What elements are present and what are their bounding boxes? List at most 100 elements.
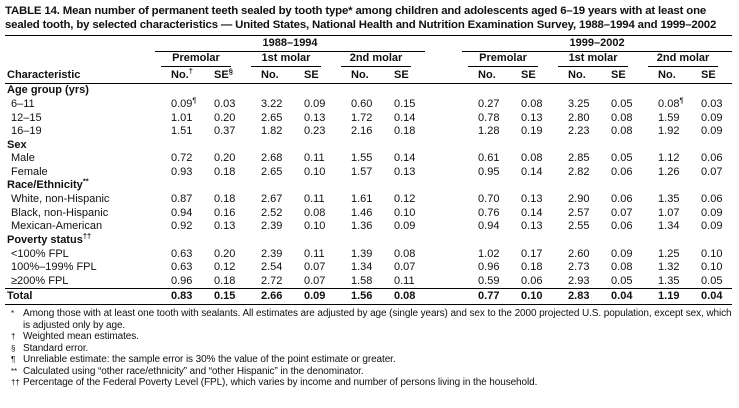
se-column-header: SE bbox=[508, 67, 553, 85]
value-cell: 0.59 bbox=[478, 274, 500, 287]
value-cell: 2.85 bbox=[568, 152, 590, 165]
value-cell: 0.09 bbox=[701, 125, 723, 138]
section-header-sex: Sex bbox=[5, 139, 732, 153]
value-cell: 2.23 bbox=[568, 125, 590, 138]
value-cell: 1.46 bbox=[351, 206, 373, 219]
value-cell: 1.07 bbox=[658, 206, 680, 219]
value-cell: 0.07 bbox=[701, 165, 723, 178]
empty-cell bbox=[5, 36, 155, 52]
se-column-header: SE bbox=[291, 67, 335, 85]
value-cell: 0.06 bbox=[611, 165, 633, 178]
gap-cell bbox=[425, 67, 463, 85]
row-label: Mexican-American bbox=[11, 220, 103, 233]
footnote-marker: †† bbox=[82, 231, 92, 241]
value-cell: 0.06 bbox=[701, 193, 723, 206]
value-cell: 0.09 bbox=[701, 206, 723, 219]
value-cell: 0.95 bbox=[478, 165, 500, 178]
value-cell: 0.37 bbox=[214, 125, 236, 138]
value-cell: 0.08 bbox=[304, 206, 326, 219]
value-cell: 0.09¶ bbox=[171, 95, 197, 111]
value-cell: 0.08 bbox=[381, 288, 426, 306]
value-cell: 0.23 bbox=[304, 125, 326, 138]
value-cell: 0.13 bbox=[521, 111, 543, 124]
period-header-row: 1988–1994 1999–2002 bbox=[5, 35, 733, 53]
value-cell: 0.20 bbox=[214, 152, 236, 165]
no-column-header: No. bbox=[245, 67, 291, 85]
footnote-text: Unreliable estimate: the sample error is… bbox=[23, 354, 396, 366]
value-cell: 0.07 bbox=[304, 261, 326, 274]
value-cell: 1.82 bbox=[261, 125, 283, 138]
value-cell: 1.25 bbox=[658, 247, 680, 260]
value-cell: 2.52 bbox=[261, 206, 283, 219]
value-cell: 1.58 bbox=[351, 274, 373, 287]
value-cell: 0.18 bbox=[521, 261, 543, 274]
value-cell: 0.07 bbox=[304, 274, 326, 287]
value-cell: 0.20 bbox=[214, 111, 236, 124]
footnote: †† Percentage of the Federal Poverty Lev… bbox=[9, 377, 739, 389]
section-label: Race/Ethnicity bbox=[7, 179, 83, 192]
value-cell: 2.68 bbox=[261, 152, 283, 165]
footnote-marker: ** bbox=[11, 366, 18, 376]
value-cell: 0.76 bbox=[478, 206, 500, 219]
value-cell: 2.39 bbox=[261, 247, 283, 260]
se-label: SE bbox=[611, 69, 626, 82]
footnote: ¶ Unreliable estimate: the sample error … bbox=[9, 354, 739, 366]
value-cell: 2.57 bbox=[568, 206, 590, 219]
section-header-age-group: Age group (yrs) bbox=[5, 84, 732, 98]
value-cell: 0.06 bbox=[701, 152, 723, 165]
section-label: Sex bbox=[7, 138, 27, 151]
gap-cell bbox=[425, 52, 462, 68]
value-cell: 0.03 bbox=[701, 98, 723, 111]
value-cell: 0.05 bbox=[611, 98, 633, 111]
row-label: 100%–199% FPL bbox=[11, 261, 97, 274]
tooth-type-header-row: Premolar 1st molar 2nd molar Premolar 1s… bbox=[5, 52, 732, 68]
footnote: ** Calculated using “other race/ethnicit… bbox=[9, 366, 739, 378]
table-row: Mexican-American 0.92 0.13 2.39 0.10 1.3… bbox=[5, 220, 732, 234]
no-label: No. bbox=[351, 69, 369, 82]
characteristic-header: Characteristic bbox=[5, 67, 155, 85]
tooth-header-1st-molar: 1st molar bbox=[251, 52, 321, 68]
value-cell: 1.61 bbox=[351, 193, 373, 206]
value-cell: 0.70 bbox=[478, 193, 500, 206]
section-header-race-ethnicity: Race/Ethnicity** bbox=[5, 178, 732, 193]
value-cell: 0.27 bbox=[478, 98, 500, 111]
value-cell: 1.26 bbox=[658, 165, 680, 178]
value-cell: 0.07 bbox=[394, 261, 416, 274]
value-cell: 2.16 bbox=[351, 125, 373, 138]
value-cell: 0.96 bbox=[478, 261, 500, 274]
value-cell: 1.34 bbox=[658, 220, 680, 233]
row-label: ≥200% FPL bbox=[11, 274, 69, 287]
value-cell: 0.10 bbox=[304, 165, 326, 178]
tooth-header-premolar: Premolar bbox=[161, 52, 231, 68]
se-label: SE bbox=[521, 69, 536, 82]
section-header-row: Poverty status†† bbox=[5, 231, 732, 248]
table-row: ≥200% FPL 0.96 0.18 2.72 0.07 1.58 0.11 … bbox=[5, 275, 732, 289]
value-cell: 0.12 bbox=[394, 193, 416, 206]
value-cell: 0.05 bbox=[611, 152, 633, 165]
se-label: SE bbox=[701, 69, 716, 82]
value-cell: 2.83 bbox=[552, 288, 599, 306]
row-label: Black, non-Hispanic bbox=[11, 206, 109, 219]
tooth-header-2nd-molar: 2nd molar bbox=[648, 52, 719, 68]
value-cell: 0.13 bbox=[394, 165, 416, 178]
table-row: White, non-Hispanic 0.87 0.18 2.67 0.11 … bbox=[5, 193, 732, 207]
value-cell: 0.61 bbox=[478, 152, 500, 165]
value-cell: 0.83 bbox=[155, 288, 201, 306]
value-cell: 2.90 bbox=[568, 193, 590, 206]
value-cell: 0.09 bbox=[394, 220, 416, 233]
unreliable-estimate-marker: ¶ bbox=[679, 95, 684, 105]
value-cell: 1.36 bbox=[351, 220, 373, 233]
value-cell: 0.10 bbox=[508, 288, 553, 306]
value-cell: 1.55 bbox=[351, 152, 373, 165]
value-cell: 0.14 bbox=[521, 206, 543, 219]
gap-cell bbox=[425, 261, 462, 275]
value-cell: 0.72 bbox=[171, 152, 193, 165]
footnote-marker: †† bbox=[11, 378, 20, 388]
row-label: <100% FPL bbox=[11, 247, 69, 260]
value-cell: 0.08 bbox=[521, 98, 543, 111]
value-cell: 1.59 bbox=[658, 111, 680, 124]
value-cell: 0.11 bbox=[304, 247, 325, 260]
value-cell: 0.16 bbox=[214, 206, 236, 219]
value-cell: 0.10 bbox=[304, 220, 326, 233]
no-column-header: No.† bbox=[155, 67, 201, 85]
